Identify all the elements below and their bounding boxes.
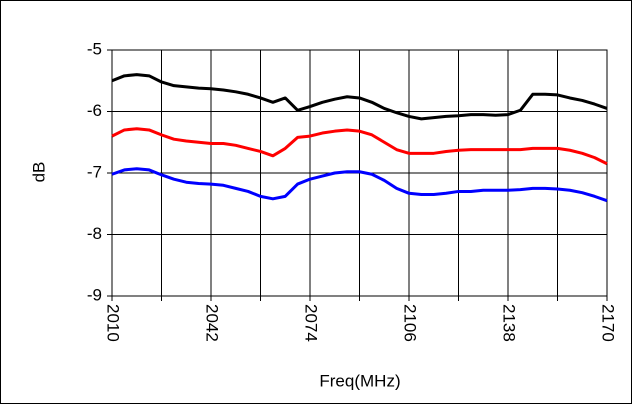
x-tick-label: 2074 (302, 304, 321, 342)
y-tick-label: -6 (87, 101, 102, 120)
y-axis-label: dB (29, 162, 48, 183)
y-tick-label: -7 (87, 162, 102, 181)
y-tick-label: -8 (87, 224, 102, 243)
x-tick-label: 2010 (104, 304, 123, 342)
x-tick-label: 2170 (599, 304, 618, 342)
x-axis-label: Freq(MHz) (319, 371, 400, 390)
series-line (111, 73, 608, 121)
y-tick-label: -5 (87, 39, 102, 58)
x-tick-label: 2138 (500, 304, 519, 342)
x-tick-label: 2042 (203, 304, 222, 342)
series-line (111, 127, 608, 166)
y-tick-label: -9 (87, 285, 102, 304)
x-tick-label: 2106 (401, 304, 420, 342)
series-line (111, 167, 608, 203)
